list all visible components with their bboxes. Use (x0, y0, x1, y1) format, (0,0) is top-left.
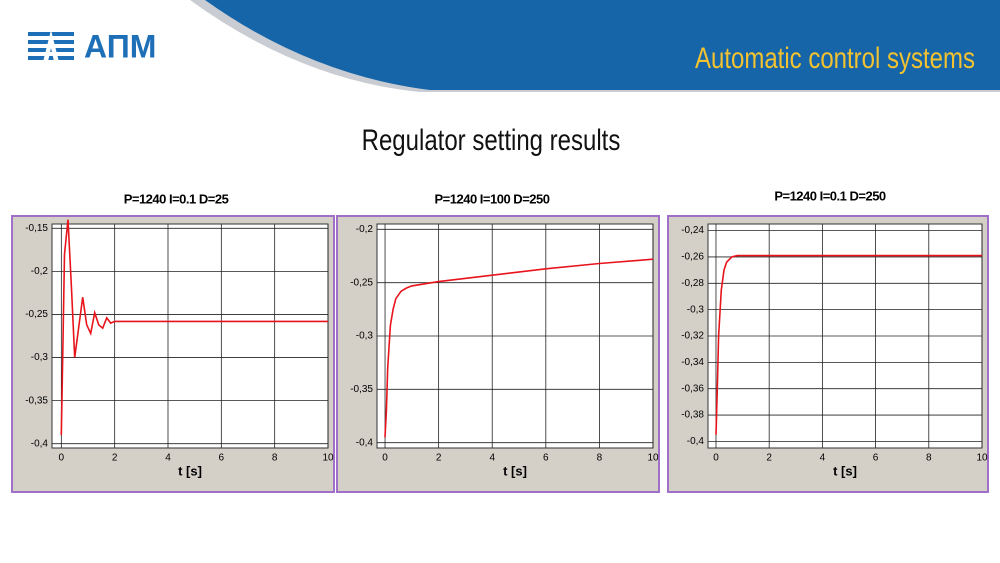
y-tick-label: -0,24 (681, 225, 704, 236)
y-tick-label: -0,25 (350, 277, 373, 288)
x-tick-label: 2 (766, 453, 772, 464)
y-tick-label: -0,25 (25, 309, 48, 320)
x-tick-label: 8 (597, 453, 603, 464)
logo-icon (28, 30, 74, 66)
y-tick-label: -0,3 (687, 304, 705, 315)
y-tick-label: -0,2 (31, 266, 49, 277)
x-tick-label: 6 (543, 453, 549, 464)
y-tick-label: -0,26 (681, 252, 704, 263)
y-tick-label: -0,36 (681, 383, 704, 394)
data-line (60, 219, 328, 436)
logo-text: АПМ (84, 28, 156, 64)
x-axis-label: t [s] (503, 463, 527, 478)
header-title: Automatic control systems (695, 40, 975, 74)
y-tick-label: -0,32 (681, 331, 704, 342)
x-tick-label: 4 (165, 453, 171, 464)
y-tick-label: -0,15 (25, 223, 48, 234)
y-tick-label: -0,3 (356, 331, 374, 342)
y-tick-label: -0,4 (31, 438, 49, 449)
x-tick-label: 6 (219, 453, 225, 464)
chart-title: P=1240 I=100 D=250 (435, 191, 550, 206)
data-line (384, 258, 654, 438)
x-tick-label: 10 (647, 453, 659, 464)
y-tick-label: -0,28 (681, 278, 704, 289)
x-tick-label: 2 (112, 453, 118, 464)
y-tick-label: -0,3 (31, 352, 49, 363)
chart-title: P=1240 I=0.1 D=250 (774, 188, 886, 203)
y-tick-label: -0,35 (350, 384, 373, 395)
x-tick-label: 8 (272, 453, 278, 464)
x-tick-label: 8 (926, 453, 932, 464)
x-tick-label: 0 (713, 453, 719, 464)
x-tick-label: 0 (59, 453, 65, 464)
x-axis-label: t [s] (833, 463, 857, 478)
slide-title: Regulator setting results (362, 122, 621, 156)
x-tick-label: 4 (820, 453, 826, 464)
x-tick-label: 10 (976, 453, 988, 464)
y-tick-label: -0,4 (356, 437, 374, 448)
x-tick-label: 2 (436, 453, 442, 464)
chart-title: P=1240 I=0.1 D=25 (124, 191, 229, 206)
header-band (205, 0, 1000, 90)
x-tick-label: 4 (489, 453, 495, 464)
x-tick-label: 10 (322, 453, 334, 464)
y-tick-label: -0,34 (681, 357, 704, 368)
x-axis-label: t [s] (178, 463, 202, 478)
y-tick-label: -0,4 (687, 436, 705, 447)
plot-area (51, 223, 329, 449)
data-line (715, 254, 982, 435)
x-tick-label: 6 (873, 453, 879, 464)
x-tick-label: 0 (382, 453, 388, 464)
y-tick-label: -0,38 (681, 410, 704, 421)
y-tick-label: -0,2 (356, 224, 374, 235)
y-tick-label: -0,35 (25, 395, 48, 406)
